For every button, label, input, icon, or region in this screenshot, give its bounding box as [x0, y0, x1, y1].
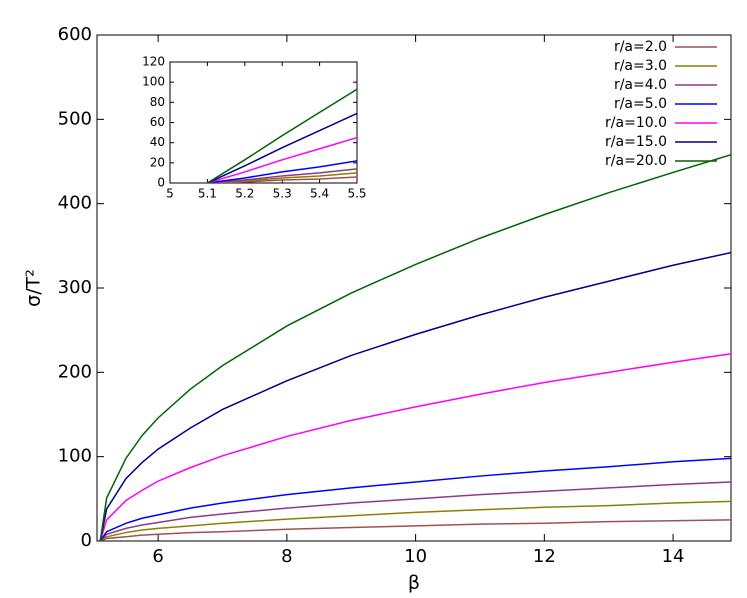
series-line	[207, 88, 357, 183]
y-tick-label: 80	[150, 95, 165, 109]
series-line	[207, 168, 357, 183]
x-tick-label: 6	[152, 546, 163, 567]
y-tick-label: 300	[58, 277, 92, 298]
series-line	[99, 500, 731, 541]
series-line	[99, 251, 731, 541]
y-tick-label: 40	[150, 135, 165, 149]
x-tick-label: 14	[662, 546, 685, 567]
y-tick-label: 200	[58, 361, 92, 382]
x-tick-label: 5.5	[347, 186, 366, 200]
x-tick-label: 5	[166, 186, 174, 200]
y-tick-label: 120	[142, 55, 165, 69]
series-line	[99, 457, 731, 541]
y-tick-label: 100	[58, 446, 92, 467]
legend-label: r/a=5.0	[614, 96, 667, 112]
legend-label: r/a=10.0	[605, 115, 667, 131]
series-line	[99, 519, 731, 541]
x-tick-label: 10	[404, 546, 427, 567]
series-line	[99, 154, 731, 541]
x-tick-label: 5.1	[198, 186, 217, 200]
legend-label: r/a=2.0	[614, 39, 667, 55]
x-tick-label: 8	[281, 546, 292, 567]
y-tick-label: 0	[81, 530, 92, 551]
y-tick-label: 0	[157, 176, 165, 190]
x-tick-label: 5.3	[273, 186, 292, 200]
series-line	[207, 160, 357, 183]
series-line	[207, 112, 357, 183]
y-tick-label: 400	[58, 193, 92, 214]
y-tick-label: 100	[142, 75, 165, 89]
legend-label: r/a=4.0	[614, 77, 667, 93]
series-line	[99, 481, 731, 541]
legend-label: r/a=15.0	[605, 134, 667, 150]
series-line	[207, 136, 357, 183]
y-tick-label: 500	[58, 108, 92, 129]
y-axis-label: σ/T²	[23, 269, 45, 307]
y-tick-label: 600	[58, 24, 92, 45]
x-axis-label: β	[408, 572, 420, 594]
y-tick-label: 60	[150, 115, 165, 129]
y-tick-label: 20	[150, 155, 165, 169]
legend-label: r/a=3.0	[614, 58, 667, 74]
x-tick-label: 5.2	[235, 186, 254, 200]
x-tick-label: 5.4	[310, 186, 329, 200]
series-line	[99, 353, 731, 541]
plot-frame	[169, 61, 358, 184]
x-tick-label: 12	[533, 546, 556, 567]
legend-label: r/a=20.0	[605, 153, 667, 169]
